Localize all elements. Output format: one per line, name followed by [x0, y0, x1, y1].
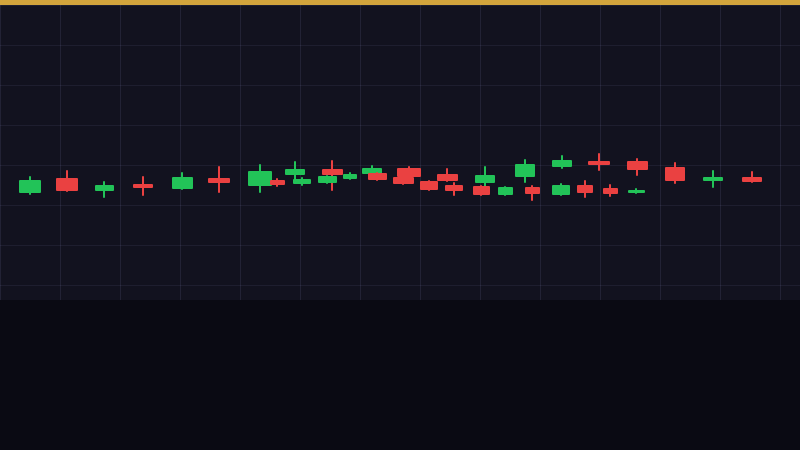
candle-body-bearish — [524, 187, 540, 194]
candle-body-bearish — [397, 168, 421, 177]
candle-body-bearish — [472, 186, 490, 195]
candle-body-bullish — [703, 177, 723, 181]
candle-body-bearish — [626, 161, 648, 170]
candle-body-bearish — [602, 188, 618, 194]
candles-layer — [19, 153, 762, 201]
candle-wick — [331, 160, 333, 191]
candle-body-bearish — [445, 185, 463, 191]
candle-body-bullish — [248, 171, 272, 186]
candle-body-bearish — [133, 184, 153, 188]
candle-body-bullish — [19, 180, 41, 193]
candle-body-bullish — [362, 168, 382, 174]
candle-body-bearish — [420, 181, 438, 190]
candle-body-bearish — [436, 174, 458, 181]
top-accent-bar — [0, 0, 800, 5]
candlestick-chart-background — [0, 5, 800, 300]
candle-body-bullish — [497, 187, 513, 195]
candle-body-bullish — [343, 174, 357, 179]
candle-body-bearish — [321, 169, 343, 175]
candle-body-bearish — [665, 167, 685, 181]
candle-body-bearish — [588, 161, 610, 165]
candle-body-bearish — [742, 177, 762, 182]
candle-body-bearish — [269, 180, 285, 185]
candle-body-bullish — [94, 185, 114, 191]
candle-body-bullish — [552, 185, 570, 195]
candle-body-bullish — [293, 179, 311, 184]
candle-body-bearish — [577, 185, 593, 193]
candle-body-bullish — [317, 176, 337, 183]
candle-body-bullish — [475, 175, 495, 183]
bottom-banner: Fundamental Analysis Economic Indicators… — [0, 300, 800, 450]
candle-body-bearish — [392, 177, 414, 184]
candle-body-bearish — [56, 178, 78, 191]
candle-body-bullish — [515, 164, 535, 177]
candle-body-bearish — [208, 178, 230, 183]
candle-body-bullish — [285, 169, 305, 175]
candle-body-bearish — [367, 173, 387, 180]
candle-body-bullish — [171, 177, 193, 189]
candle-body-bullish — [552, 160, 572, 167]
candle-body-bullish — [627, 190, 645, 193]
